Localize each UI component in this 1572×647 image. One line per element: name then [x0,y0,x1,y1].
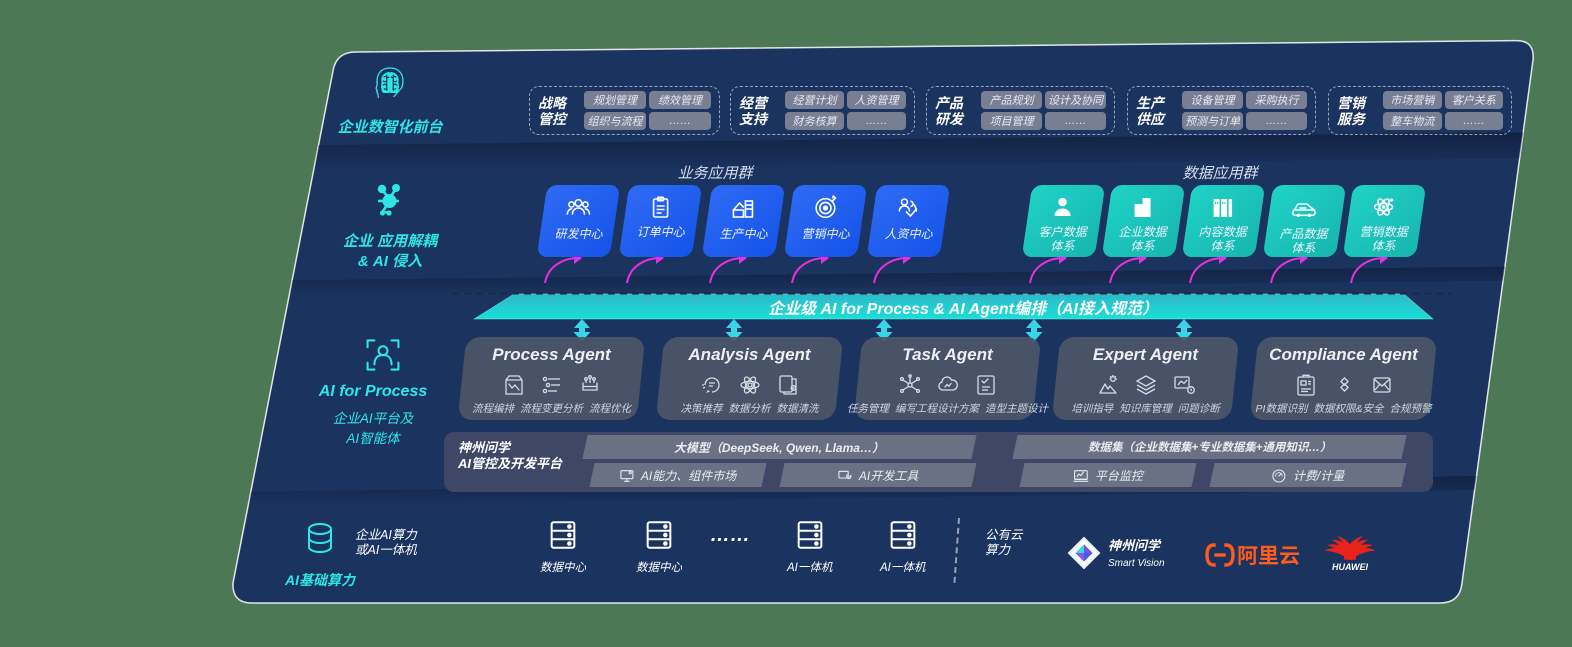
svg-text:HUAWEI: HUAWEI [1332,562,1368,571]
svg-text:企业级 AI for Process & AI Agent编: 企业级 AI for Process & AI Agent编排（AI接入规范） [768,300,1158,318]
